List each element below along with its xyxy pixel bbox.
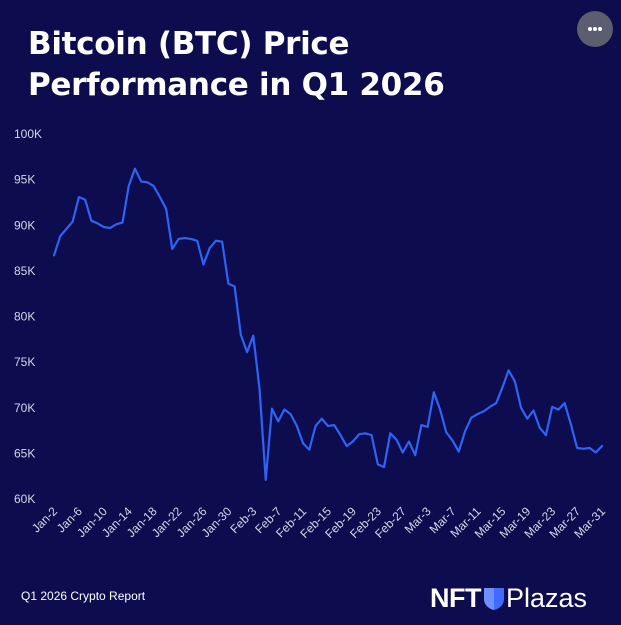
y-tick-label: 95K [14, 173, 35, 187]
y-tick-label: 100K [14, 127, 42, 141]
logo-text-left: NFT [430, 583, 481, 613]
y-axis-ticks: 60K 65K 70K 75K 80K 85K 90K 95K 100K [14, 127, 42, 506]
x-tick-label: Jan-2 [29, 504, 60, 535]
shield-icon [483, 588, 504, 610]
x-tick-label: Mar-3 [402, 504, 434, 536]
y-tick-label: 85K [14, 264, 35, 278]
report-footnote: Q1 2026 Crypto Report [21, 589, 146, 603]
chart-title: Bitcoin (BTC) Price Performance in Q1 20… [28, 26, 445, 103]
x-axis-ticks: Jan-2Jan-6Jan-10Jan-14Jan-18Jan-22Jan-26… [29, 504, 608, 541]
series-line-btc-price [52, 167, 604, 481]
logo-text-right: Plazas [505, 583, 588, 613]
y-tick-label: 80K [14, 310, 35, 324]
more-horizontal-icon-dot [598, 27, 602, 31]
nftplazas-logo: NFT Plazas [430, 582, 587, 614]
x-tick-label: Feb-3 [227, 504, 259, 536]
more-options-button[interactable] [577, 11, 613, 47]
more-horizontal-icon [588, 27, 592, 31]
y-tick-label: 70K [14, 401, 35, 415]
y-tick-label: 60K [14, 492, 35, 506]
y-tick-label: 90K [14, 218, 35, 232]
y-tick-label: 75K [14, 355, 35, 369]
y-tick-label: 65K [14, 446, 35, 460]
more-horizontal-icon-dot [593, 27, 597, 31]
